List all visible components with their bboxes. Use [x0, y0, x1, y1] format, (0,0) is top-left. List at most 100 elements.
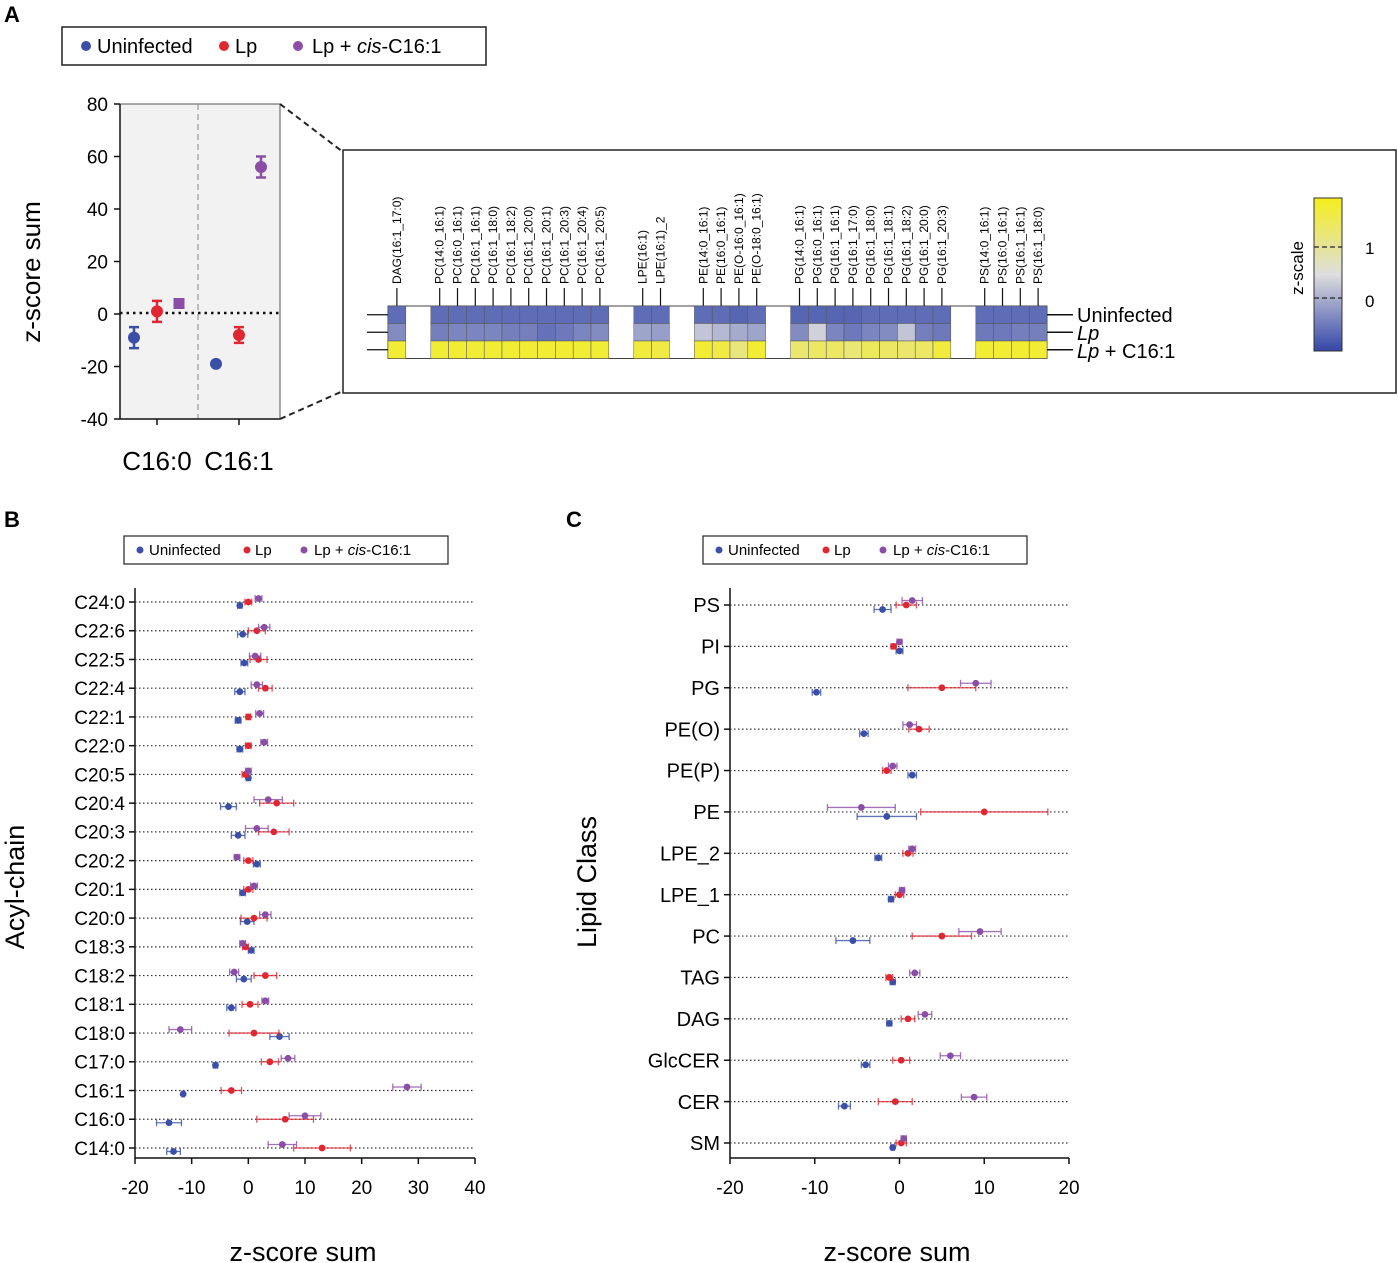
heatmap-column-label: PS(16:1_18:0)	[1031, 207, 1045, 284]
heatmap-cell	[897, 323, 916, 342]
panel-c-point-lpcis	[908, 597, 916, 604]
panel-c-point-lpcis	[898, 886, 906, 894]
panel-b-category-label: C20:4	[74, 794, 125, 815]
panel-a-ytick-label: 60	[87, 148, 108, 169]
heatmap-cell	[519, 323, 538, 342]
heatmap-cell	[466, 323, 485, 342]
heatmap-cell	[651, 323, 670, 342]
panel-c-point-lp	[883, 767, 891, 774]
heatmap-cell	[975, 305, 994, 324]
panel-b-category-label: C18:2	[74, 966, 125, 987]
panel-b-point-uninfected	[247, 946, 255, 954]
panel-c-point-lpcis	[976, 928, 984, 935]
legend-c-uninfected-label: Uninfected	[728, 542, 800, 559]
panel-c-category-label: PS	[693, 595, 720, 617]
panel-b-category-label: C18:0	[74, 1024, 125, 1045]
panel-b-category-label: C20:2	[74, 851, 125, 872]
panel-c-category-label: PE	[693, 802, 720, 824]
legend-a-lpcis-label: Lp + cis-C16:1	[312, 36, 442, 58]
heatmap-cell	[790, 340, 809, 359]
panel-c-xtick-label: 0	[894, 1178, 905, 1199]
panel-c-category-label: SM	[690, 1133, 720, 1155]
panel-a-ytick-label: 80	[87, 95, 108, 116]
panel-b-point-lp	[227, 1087, 235, 1094]
panel-b-xtick-label: 20	[351, 1178, 372, 1199]
panel-b-point-lp	[244, 857, 252, 865]
panel-a-point-lpcis	[255, 161, 267, 173]
panel-b-point-lp	[281, 1115, 289, 1123]
legend-a-uninfected-label: Uninfected	[97, 36, 193, 58]
legend-c-lp-label: Lp	[834, 542, 851, 559]
heatmap-column-label: PC(14:0_16:1)	[433, 206, 447, 284]
panel-b-point-uninfected	[227, 1004, 235, 1012]
panel-b-category-label: C17:0	[74, 1053, 125, 1074]
panel-b-point-lp	[273, 799, 281, 807]
panel-b-category-label: C20:5	[74, 765, 125, 786]
panel-c-xtick-label: 10	[974, 1178, 995, 1199]
heatmap-colorbar: 1 0 z-scale	[1288, 197, 1374, 352]
heatmap-cell	[729, 323, 749, 342]
heatmap-cell	[729, 340, 749, 359]
zoom-line-top	[279, 103, 344, 153]
heatmap-cell	[483, 323, 503, 342]
heatmap-cell	[843, 323, 863, 342]
heatmap-cell	[914, 340, 934, 359]
panel-c-category-label: CER	[678, 1092, 720, 1114]
panel-b-xtick-label: -20	[121, 1178, 148, 1199]
panel-c-point-lpcis	[972, 679, 980, 687]
panel-c-category-label: PE(O)	[664, 719, 720, 741]
panel-a-point-lpcis	[173, 298, 185, 309]
panel-b-category-label: C20:3	[74, 823, 125, 844]
legend-b-lp-marker	[243, 546, 251, 554]
heatmap-cell	[651, 305, 670, 324]
legend-c-lpcis-marker	[879, 546, 887, 554]
panel-b-xtick-label: 30	[408, 1178, 429, 1199]
heatmap-cell	[932, 305, 952, 324]
heatmap-cell	[694, 323, 713, 342]
heatmap-cell	[466, 340, 485, 359]
panel-a-ytick-label: -20	[81, 358, 108, 379]
panel-b-point-uninfected	[236, 745, 244, 753]
heatmap-cell	[483, 340, 503, 359]
heatmap-cell	[914, 323, 934, 342]
panel-b-point-uninfected	[234, 717, 242, 724]
panel-a-ytick-label: 40	[87, 200, 108, 221]
heatmap-column-label: PG(16:1_18:2)	[899, 205, 913, 284]
heatmap-cell	[537, 323, 556, 342]
legend-c: Uninfected Lp Lp + cis-C16:1	[702, 535, 1028, 565]
heatmap-column-label: PC(16:0_16:1)	[451, 206, 465, 284]
panel-c-point-uninfected	[849, 937, 857, 944]
legend-b-uninfected-label: Uninfected	[149, 542, 221, 559]
heatmap-cell	[747, 323, 766, 342]
heatmap-cell	[729, 305, 749, 324]
heatmap-column-label: LPE(16:1)_2	[654, 216, 668, 284]
heatmap-column-label: PG(16:1_18:1)	[882, 205, 896, 284]
panel-c-point-uninfected	[860, 730, 868, 738]
panel-c-xlabel: z-score sum	[823, 1237, 970, 1263]
panel-c-point-lp	[915, 725, 923, 733]
colorbar-label: z-scale	[1288, 241, 1307, 295]
panel-b-category-label: C22:1	[74, 708, 125, 729]
panel-c-point-lpcis	[900, 1135, 908, 1142]
heatmap-cell	[1011, 305, 1030, 324]
panel-c-point-lpcis	[970, 1093, 978, 1101]
heatmap-column-label: PS(14:0_16:1)	[978, 207, 992, 284]
heatmap-cell	[975, 323, 994, 342]
panel-c-category-label: PI	[701, 637, 720, 659]
heatmap-cell	[555, 305, 574, 324]
heatmap-column-label: LPE(16:1)	[636, 230, 650, 284]
panel-c-plot: Lipid Class z-score sum -20 -10 0 10 20 PS PI P…	[572, 588, 1080, 1263]
panel-a-plot-area	[119, 103, 281, 420]
panel-c-point-lp	[890, 642, 897, 650]
panel-b-category-label: C22:4	[74, 679, 125, 700]
legend-c-box	[702, 535, 1028, 565]
panel-b-point-lpcis	[261, 997, 269, 1005]
legend-b-box	[123, 535, 449, 565]
heatmap-column-label: PG(16:1_18:0)	[864, 205, 878, 284]
panel-c-point-uninfected	[885, 1019, 893, 1027]
panel-b-point-lpcis	[244, 767, 252, 775]
panel-c-point-lp	[980, 808, 988, 816]
legend-b-lpcis-marker	[300, 546, 308, 554]
panel-b-point-lpcis	[233, 853, 241, 861]
panel-a-dot-plot: z-score sum 80 60 40 20 0 -20 -40 C16:0 C16:1	[16, 95, 281, 476]
